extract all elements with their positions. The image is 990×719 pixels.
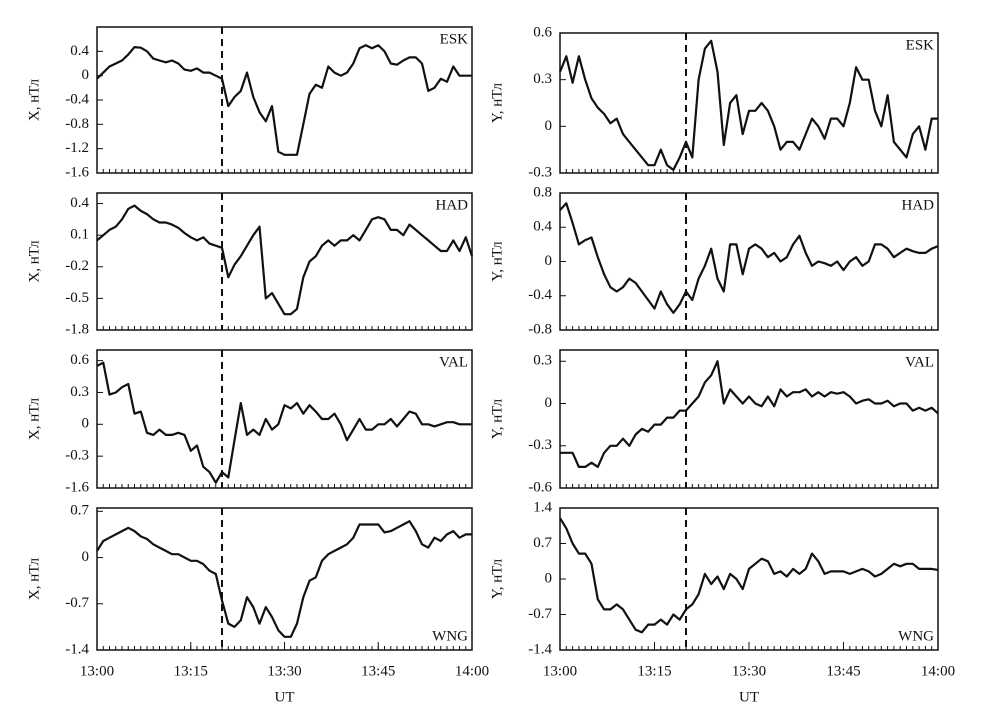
- data-line: [559, 517, 939, 634]
- y-tick-label: 0.3: [533, 353, 552, 369]
- y-tick-label: 0.7: [533, 535, 552, 551]
- y-tick-label: 0: [82, 549, 90, 565]
- y-tick-label: -0.3: [528, 437, 552, 453]
- y-tick-label: 0: [545, 118, 553, 134]
- panel: 0.4 0 -0.4 -0.8 -1.2 -1.6 X, нТл ESK: [26, 26, 473, 180]
- x-tick-label: 13:15: [174, 663, 208, 679]
- data-line: [96, 44, 472, 156]
- axes-frame: [96, 192, 473, 331]
- y-axis-label: Y, нТл: [489, 241, 505, 282]
- y-tick-label: 1.4: [533, 499, 552, 515]
- y-tick-label: 0.6: [533, 24, 552, 40]
- station-label: VAL: [905, 354, 934, 370]
- y-tick-label: 0.6: [70, 352, 89, 368]
- station-label: VAL: [439, 354, 468, 370]
- x-tick-label: 13:30: [267, 663, 301, 679]
- x-tick-label: 13:00: [80, 663, 114, 679]
- y-tick-label: -1.2: [65, 140, 89, 156]
- panel: 0.6 0.3 0 -0.3 -1.6 X, нТл VAL: [26, 349, 473, 495]
- axes-frame: [96, 26, 473, 174]
- y-tick-label: -1.6: [65, 164, 89, 180]
- y-tick-label: 0.1: [70, 227, 89, 243]
- y-tick-label: -0.8: [65, 116, 89, 132]
- x-tick-label: 13:15: [637, 663, 671, 679]
- y-tick-label: -0.7: [528, 606, 552, 622]
- station-label: HAD: [436, 197, 469, 213]
- axes-frame: [96, 349, 473, 489]
- y-tick-label: 0: [545, 253, 553, 269]
- panel: 0.3 0 -0.3 -0.6 Y, нТл VAL: [489, 349, 939, 495]
- y-tick-label: -0.2: [65, 258, 89, 274]
- y-axis-label: Y, нТл: [489, 82, 505, 123]
- x-tick-label: 14:00: [921, 663, 955, 679]
- y-tick-label: -1.4: [65, 641, 89, 657]
- panel: 0.6 0.3 0 -0.3 Y, нТл ESK: [489, 24, 939, 180]
- y-axis-label: X, нТл: [26, 397, 42, 440]
- data-line: [96, 520, 472, 638]
- x-tick-label: 13:45: [826, 663, 860, 679]
- y-tick-label: 0.4: [70, 43, 89, 59]
- y-tick-label: 0: [82, 416, 90, 432]
- y-axis-label: Y, нТл: [489, 398, 505, 439]
- station-label: WNG: [432, 628, 468, 644]
- y-tick-label: 0.3: [70, 384, 89, 400]
- station-label: ESK: [440, 31, 469, 47]
- panel: 1.4 0.7 0 -0.7 -1.4 13:00 13:15 13:30 13:45 14:00…: [489, 499, 955, 705]
- y-tick-label: -0.3: [65, 448, 89, 464]
- axes-frame: [559, 507, 939, 651]
- x-tick-label: 14:00: [455, 663, 489, 679]
- y-tick-label: 0: [545, 395, 553, 411]
- y-axis-label: Y, нТл: [489, 558, 505, 599]
- x-tick-label: 13:00: [543, 663, 577, 679]
- y-tick-label: 0: [82, 67, 90, 83]
- data-line: [96, 361, 472, 484]
- station-label: HAD: [902, 197, 935, 213]
- x-tick-label: 13:45: [361, 663, 395, 679]
- y-axis-label: X, нТл: [26, 240, 42, 283]
- y-tick-label: -0.4: [65, 91, 89, 107]
- station-label: ESK: [906, 37, 935, 53]
- y-tick-label: -0.3: [528, 164, 552, 180]
- axes-frame: [559, 349, 939, 489]
- panel: 0.7 0 -0.7 -1.4 13:00 13:15 13:30 13:45 14:00 UT X…: [26, 503, 489, 706]
- y-tick-label: -0.7: [65, 595, 89, 611]
- y-tick-label: -1.4: [528, 641, 552, 657]
- y-tick-label: 0.8: [533, 184, 552, 200]
- y-tick-label: 0: [545, 570, 553, 586]
- data-line: [559, 202, 939, 314]
- y-axis-label: X, нТл: [26, 78, 42, 121]
- y-tick-label: -1.8: [65, 321, 89, 337]
- y-tick-label: 0.4: [70, 195, 89, 211]
- station-label: WNG: [898, 628, 934, 644]
- x-axis-label: UT: [275, 689, 295, 705]
- y-axis-label: X, нТл: [26, 557, 42, 600]
- panel: 0.8 0.4 0 -0.4 -0.8 Y, нТл HAD: [489, 184, 939, 337]
- data-line: [96, 204, 474, 316]
- axes-frame: [559, 32, 939, 174]
- x-axis-label: UT: [739, 689, 759, 705]
- y-tick-label: -1.6: [65, 479, 89, 495]
- y-tick-label: -0.4: [528, 287, 552, 303]
- data-line: [560, 360, 939, 468]
- y-tick-label: -0.5: [65, 290, 89, 306]
- x-tick-label: 13:30: [732, 663, 766, 679]
- y-tick-label: 0.7: [70, 503, 89, 519]
- y-tick-label: -0.6: [528, 479, 552, 495]
- axes-frame: [559, 192, 939, 331]
- data-line: [558, 39, 938, 171]
- panel: 0.4 0.1 -0.2 -0.5 -1.8 X, нТл HAD: [26, 192, 474, 337]
- y-tick-label: 0.4: [533, 219, 552, 235]
- y-tick-label: -0.8: [528, 321, 552, 337]
- y-tick-label: 0.3: [533, 71, 552, 87]
